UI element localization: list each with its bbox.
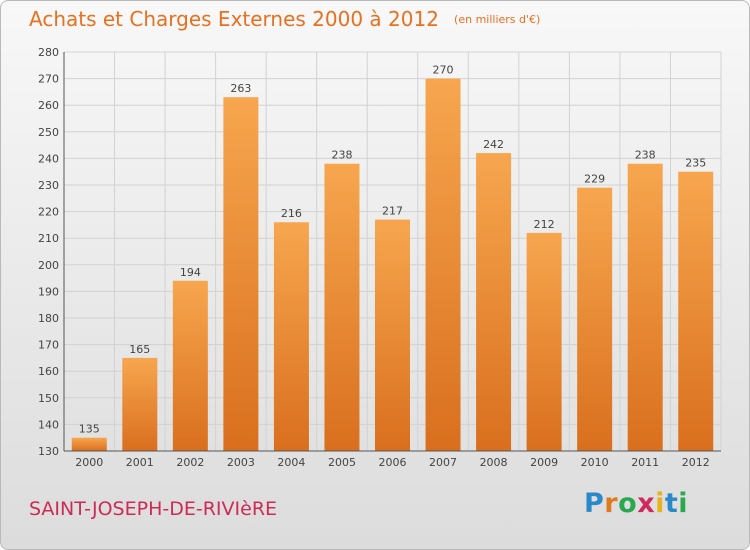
y-tick-label: 220 [38,206,59,219]
x-tick-label: 2002 [176,456,204,469]
place-name: SAINT-JOSEPH-DE-RIVIèRE [29,498,278,520]
x-tick-label: 2011 [631,456,659,469]
x-tick-label: 2001 [126,456,154,469]
bar [577,187,613,451]
title-row: Achats et Charges Externes 2000 à 2012 (… [29,7,540,31]
data-label: 242 [483,138,504,151]
y-tick-label: 270 [38,73,59,86]
y-tick-label: 250 [38,126,59,139]
x-tick-label: 2008 [480,456,508,469]
y-tick-label: 280 [38,46,59,59]
bar [627,163,663,451]
bar [172,280,208,451]
y-tick-label: 210 [38,232,59,245]
bar [526,232,562,451]
bar [375,219,410,451]
proxiti-logo: Proxiti [584,488,689,519]
x-tick-label: 2005 [328,456,356,469]
x-tick-label: 2006 [379,456,407,469]
x-tick-label: 2000 [75,456,103,469]
data-label: 165 [129,343,150,356]
y-tick-label: 180 [38,312,59,325]
y-tick-label: 230 [38,179,59,192]
x-tick-label: 2003 [227,456,255,469]
x-tick-label: 2009 [530,456,558,469]
y-tick-label: 170 [38,339,59,352]
chart-title: Achats et Charges Externes 2000 à 2012 [29,7,439,31]
data-label: 212 [534,218,555,231]
y-tick-label: 260 [38,99,59,112]
y-tick-label: 190 [38,285,59,298]
bars [71,78,714,451]
x-tick-label: 2004 [277,456,305,469]
y-tick-label: 150 [38,392,59,405]
y-tick-label: 240 [38,152,59,165]
y-tick-label: 160 [38,365,59,378]
axes: 130 140 150 160 170 180 190 200 210 220 230 240 250 2… [38,46,721,469]
bar [122,357,158,451]
y-tick-label: 130 [38,445,59,458]
data-label: 238 [635,149,656,162]
data-label: 263 [230,82,251,95]
bar [425,78,461,451]
chart-subtitle: (en milliers d'€) [454,13,541,26]
y-tick-label: 200 [38,259,59,272]
data-label: 135 [79,423,100,436]
data-label: 235 [685,157,706,170]
bar [476,153,512,451]
data-label: 229 [584,173,605,186]
x-tick-label: 2007 [429,456,457,469]
y-tick-label: 140 [38,418,59,431]
data-label: 216 [281,207,302,220]
bar [678,171,714,451]
data-label: 270 [433,64,454,77]
bar [273,222,309,451]
bar [71,437,107,451]
data-label: 194 [180,266,201,279]
bar [324,163,360,451]
x-tick-label: 2010 [581,456,609,469]
bar [223,97,259,451]
data-label: 217 [382,205,403,218]
x-tick-label: 2012 [682,456,710,469]
data-label: 238 [331,149,352,162]
